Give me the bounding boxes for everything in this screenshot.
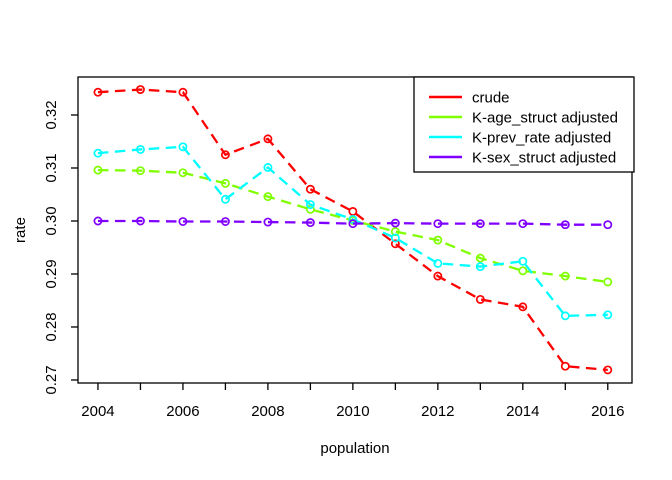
data-point-marker — [305, 200, 315, 210]
data-point-marker — [433, 219, 443, 229]
data-point-marker — [560, 220, 570, 230]
data-point-marker — [348, 214, 358, 224]
data-point-marker — [348, 207, 358, 216]
y-tick-label: 0.31 — [43, 153, 60, 182]
data-point-marker — [518, 266, 528, 276]
y-tick-label: 0.32 — [43, 100, 60, 129]
data-point-marker — [220, 194, 230, 204]
data-point-marker — [220, 217, 230, 226]
y-tick-label: 0.28 — [43, 312, 60, 341]
axes-layer: 2004 2006 2008 2010 2012 2014 2016 0.27 0.28 0.29… — [43, 76, 633, 420]
y-tick-label: 0.27 — [43, 365, 60, 394]
data-point-marker — [433, 271, 443, 281]
data-point-marker — [263, 163, 273, 172]
data-point-marker — [390, 218, 400, 228]
x-tick-label: 2004 — [81, 403, 114, 420]
data-point-marker — [390, 239, 400, 249]
data-point-marker — [390, 233, 400, 243]
data-point-marker — [220, 150, 230, 160]
x-tick-label: 2006 — [166, 403, 199, 420]
data-point-marker — [93, 165, 103, 175]
data-point-marker — [305, 184, 315, 194]
x-tick-label: 2012 — [421, 403, 454, 420]
x-tick-label: 2016 — [591, 403, 624, 420]
series-line — [97, 88, 608, 372]
data-point-marker — [220, 178, 230, 188]
legend-entry-label: K-sex_struct adjusted — [472, 150, 616, 167]
data-point-marker — [178, 87, 188, 97]
data-point-marker — [263, 134, 273, 144]
series-crude — [93, 85, 613, 375]
x-tick-label: 2014 — [506, 403, 539, 420]
x-axis-label: population — [320, 440, 389, 457]
data-point-marker — [136, 144, 145, 154]
data-point-marker — [263, 192, 273, 202]
y-tick-label: 0.30 — [43, 206, 60, 235]
data-point-marker — [560, 361, 570, 371]
data-point-marker — [475, 253, 485, 263]
data-point-marker — [518, 256, 528, 266]
y-axis-label: rate — [12, 217, 29, 243]
data-point-marker — [603, 365, 613, 375]
legend-entry-label: K-age_struct adjusted — [472, 110, 618, 127]
x-tick-label: 2010 — [336, 403, 369, 420]
data-point-marker — [136, 216, 145, 226]
data-point-marker — [518, 302, 528, 312]
data-point-marker — [475, 294, 485, 304]
data-point-marker — [603, 310, 613, 320]
data-point-marker — [178, 168, 188, 178]
data-point-marker — [305, 218, 315, 228]
series-k-sex-struct-adjusted — [93, 216, 613, 230]
x-tick-label: 2008 — [251, 403, 284, 420]
data-point-marker — [136, 166, 145, 176]
data-point-marker — [560, 271, 570, 281]
data-point-marker — [348, 219, 358, 229]
data-point-marker — [136, 85, 145, 95]
series-layer — [93, 85, 613, 375]
data-point-marker — [93, 87, 103, 97]
data-point-marker — [560, 311, 570, 321]
plot-box — [77, 76, 633, 384]
data-point-marker — [263, 217, 273, 227]
series-line — [97, 168, 608, 284]
legend-entry-label: crude — [472, 90, 510, 107]
y-tick-label: 0.29 — [43, 259, 60, 288]
data-point-marker — [93, 148, 103, 158]
legend-entry-label: K-prev_rate adjusted — [472, 130, 611, 147]
data-point-marker — [475, 262, 485, 272]
data-point-marker — [475, 219, 485, 229]
data-point-marker — [178, 217, 188, 226]
data-point-marker — [603, 277, 613, 287]
data-point-marker — [178, 142, 188, 152]
data-point-marker — [518, 219, 528, 229]
series-k-age-struct-adjusted — [93, 165, 613, 287]
legend-layer: crude K-age_struct adjusted K-prev_rate ad… — [413, 76, 635, 173]
data-point-marker — [93, 216, 103, 226]
data-point-marker — [433, 258, 443, 268]
data-point-marker — [603, 220, 613, 230]
data-point-marker — [433, 235, 443, 245]
